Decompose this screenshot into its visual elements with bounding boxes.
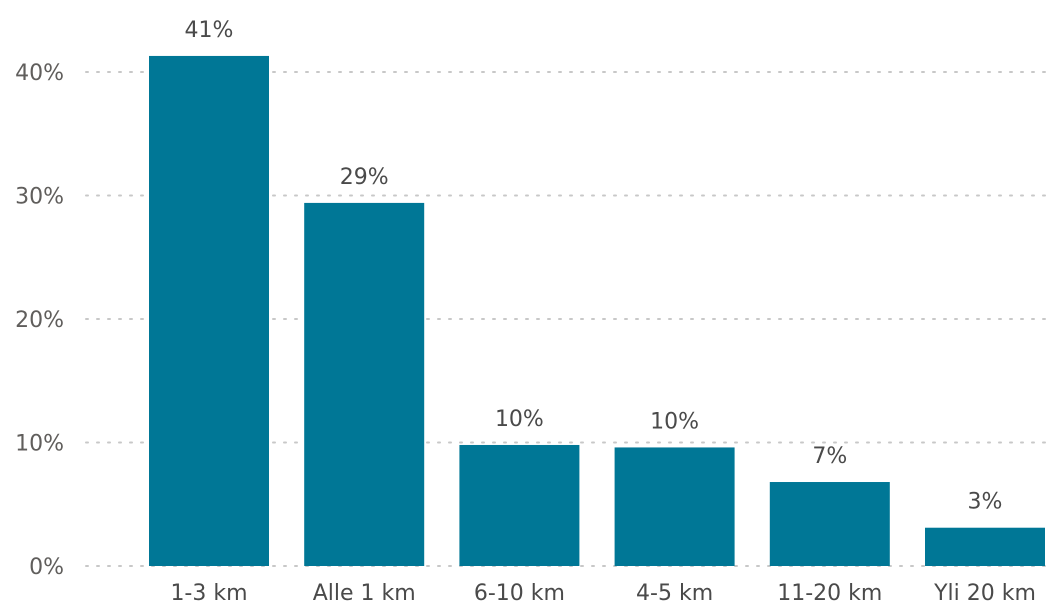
x-category-label: Alle 1 km [313,581,416,606]
x-category-label: 6-10 km [474,581,565,606]
bar-alle-1-km[interactable] [304,202,425,566]
y-tick-label: 30% [15,185,64,210]
data-label: 3% [968,490,1003,515]
y-tick-label: 40% [15,61,64,86]
x-category-label: 4-5 km [636,581,713,606]
x-category-label: 11-20 km [777,581,882,606]
y-axis-tick-labels: 0% 10% 20% 30% 40% [15,61,64,580]
y-tick-label: 0% [29,555,64,580]
bar-yli-20-km[interactable] [925,527,1045,566]
y-tick-label: 20% [15,308,64,333]
x-category-label: Yli 20 km [933,581,1036,606]
data-label: 10% [495,407,544,432]
bars [149,55,1045,566]
data-label: 7% [812,444,847,469]
x-category-label: 1-3 km [170,581,247,606]
bar-1-3-km[interactable] [149,55,269,566]
data-label: 10% [650,409,699,434]
y-tick-label: 10% [15,432,64,457]
bar-11-20-km[interactable] [769,482,890,566]
data-label: 29% [340,165,389,190]
data-label: 41% [185,18,234,43]
bar-6-10-km[interactable] [459,444,580,566]
data-labels: 41% 29% 10% 10% 7% 3% [185,18,1003,515]
bar-4-5-km[interactable] [614,447,735,566]
x-axis-category-labels: 1-3 km Alle 1 km 6-10 km 4-5 km 11-20 km Yli … [170,581,1035,606]
